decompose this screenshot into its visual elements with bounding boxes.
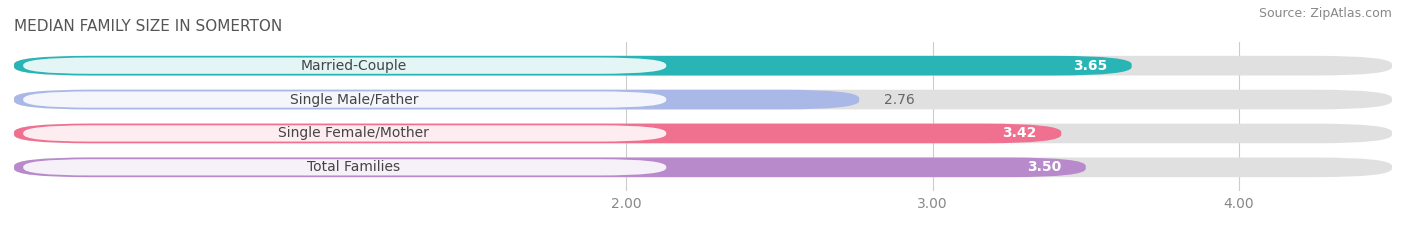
FancyBboxPatch shape xyxy=(14,90,1392,109)
Text: Single Male/Father: Single Male/Father xyxy=(290,93,418,106)
Text: 2.76: 2.76 xyxy=(883,93,914,106)
FancyBboxPatch shape xyxy=(14,56,1132,75)
Text: Married-Couple: Married-Couple xyxy=(301,59,408,73)
FancyBboxPatch shape xyxy=(14,158,1085,177)
Text: 3.65: 3.65 xyxy=(1073,59,1107,73)
FancyBboxPatch shape xyxy=(14,158,1392,177)
FancyBboxPatch shape xyxy=(14,124,1062,143)
Text: Total Families: Total Families xyxy=(308,160,401,174)
FancyBboxPatch shape xyxy=(24,125,666,142)
Text: Single Female/Mother: Single Female/Mother xyxy=(278,127,429,140)
Text: Source: ZipAtlas.com: Source: ZipAtlas.com xyxy=(1258,7,1392,20)
FancyBboxPatch shape xyxy=(24,159,666,175)
Text: 3.42: 3.42 xyxy=(1002,127,1036,140)
Text: 3.50: 3.50 xyxy=(1026,160,1062,174)
FancyBboxPatch shape xyxy=(14,56,1392,75)
FancyBboxPatch shape xyxy=(14,124,1392,143)
FancyBboxPatch shape xyxy=(14,90,859,109)
Text: MEDIAN FAMILY SIZE IN SOMERTON: MEDIAN FAMILY SIZE IN SOMERTON xyxy=(14,19,283,34)
FancyBboxPatch shape xyxy=(24,58,666,74)
FancyBboxPatch shape xyxy=(24,91,666,108)
